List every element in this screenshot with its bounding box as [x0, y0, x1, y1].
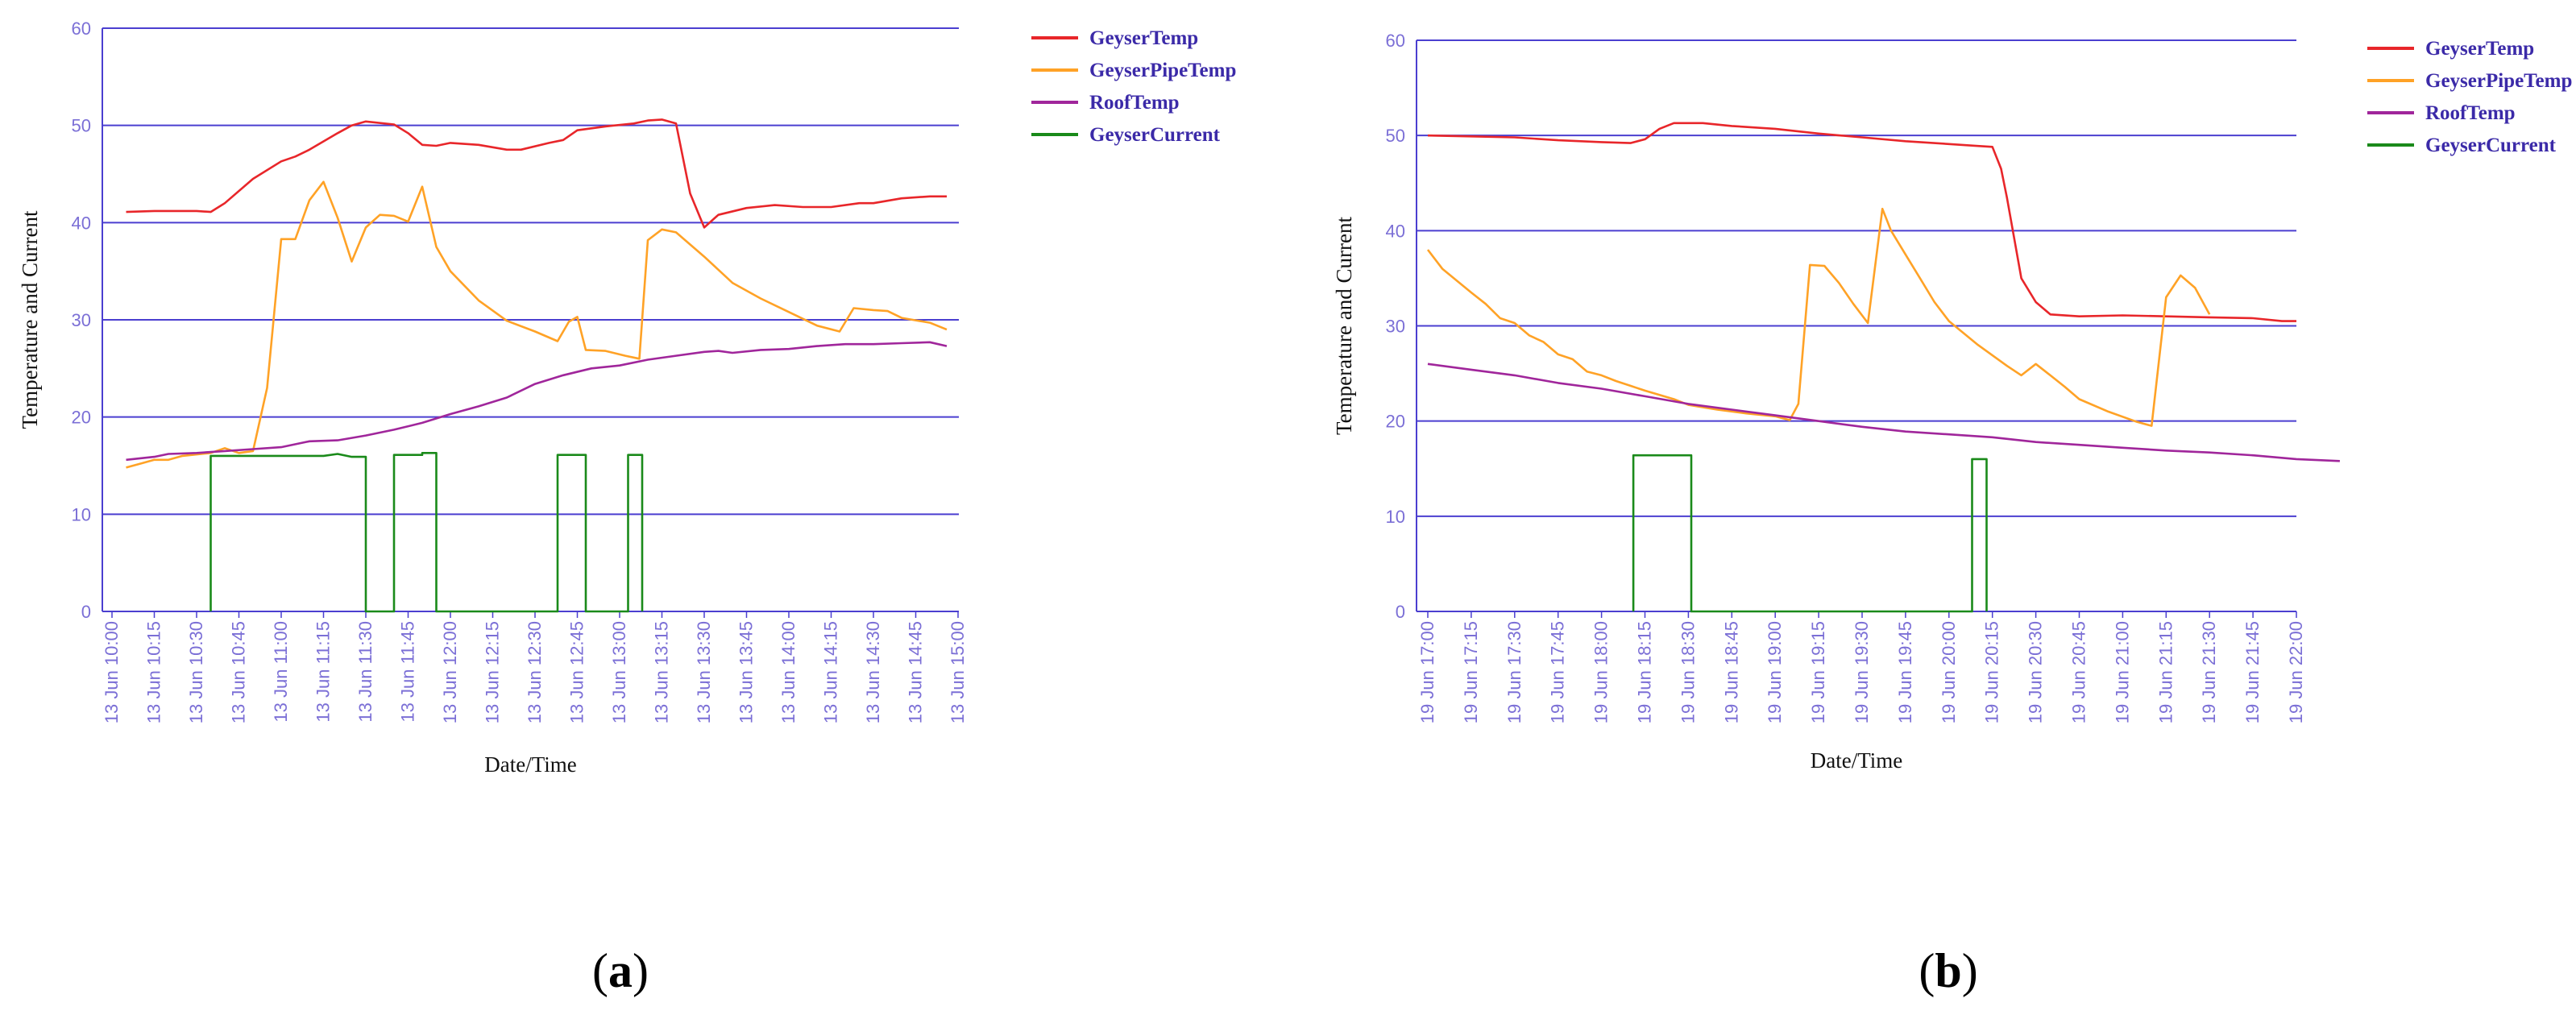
- x-tick-label: 19 Jun 17:30: [1504, 621, 1524, 723]
- legend: GeyserTemp GeyserPipeTemp RoofTemp GeyserCu…: [1031, 27, 1236, 146]
- x-tick-label: 19 Jun 19:45: [1895, 621, 1915, 723]
- x-tick-label: 13 Jun 10:45: [229, 621, 249, 723]
- panel-label-close-paren: ): [633, 944, 649, 997]
- x-tick-label: 19 Jun 17:45: [1548, 621, 1568, 723]
- x-tick-label: 19 Jun 20:45: [2069, 621, 2089, 723]
- x-tick-label: 19 Jun 20:30: [2026, 621, 2046, 723]
- series-line-geyserpipetemp: [1426, 207, 2211, 427]
- x-tick-label: 13 Jun 11:30: [355, 621, 375, 723]
- y-axis-title: Temperature and Current: [18, 210, 42, 429]
- x-tick-label: 13 Jun 11:15: [313, 621, 334, 723]
- legend-label: GeyserTemp: [2425, 38, 2534, 60]
- series-line-geysertemp: [1427, 122, 2296, 322]
- y-tick-label: 30: [1386, 317, 1405, 337]
- x-tick-label: 13 Jun 12:45: [567, 621, 587, 723]
- x-tick-label: 13 Jun 11:45: [398, 621, 418, 723]
- y-tick-label: 30: [72, 310, 91, 330]
- y-tick-label: 40: [1386, 221, 1405, 241]
- x-tick-label: 19 Jun 21:45: [2242, 621, 2263, 723]
- x-tick-label: 13 Jun 10:15: [144, 621, 164, 723]
- y-tick-label: 20: [72, 408, 91, 428]
- y-tick-label: 60: [1386, 31, 1405, 51]
- series-line-geysercurrent: [1632, 454, 1988, 613]
- x-tick-label: 13 Jun 12:15: [483, 621, 503, 723]
- legend-label: GeyserTemp: [1089, 27, 1198, 49]
- panel-label-open-paren: (: [1919, 944, 1935, 997]
- x-tick-label: 19 Jun 22:00: [2286, 621, 2306, 723]
- panel-label-close-paren: ): [1962, 944, 1978, 997]
- panel-label: (b): [1919, 944, 1977, 997]
- panel-label-letter: a: [608, 944, 633, 997]
- x-tick-label: 19 Jun 19:30: [1852, 621, 1872, 723]
- x-tick-label: 13 Jun 13:30: [694, 621, 714, 723]
- legend-label: GeyserCurrent: [2425, 135, 2557, 156]
- panel-label-open-paren: (: [592, 944, 608, 997]
- series-line-geysertemp: [126, 118, 947, 229]
- x-tick-label: 13 Jun 14:15: [821, 621, 841, 723]
- x-tick-label: 19 Jun 18:15: [1635, 621, 1655, 723]
- x-tick-label: 13 Jun 12:00: [440, 621, 460, 723]
- x-tick-label: 19 Jun 18:00: [1591, 621, 1612, 723]
- legend-label: GeyserPipeTemp: [2425, 70, 2572, 92]
- x-tick-label: 19 Jun 18:45: [1721, 621, 1741, 723]
- x-tick-label: 13 Jun 14:45: [906, 621, 926, 723]
- y-tick-label: 50: [72, 116, 91, 136]
- x-axis-title: Date/Time: [1811, 748, 1903, 773]
- panel-label-letter: b: [1935, 944, 1961, 997]
- legend: GeyserTemp GeyserPipeTemp RoofTemp GeyserCu…: [2367, 38, 2572, 156]
- x-tick-label: 13 Jun 13:45: [736, 621, 757, 723]
- x-tick-label: 13 Jun 13:15: [652, 621, 672, 723]
- x-tick-label: 19 Jun 19:00: [1765, 621, 1785, 723]
- legend-label: RoofTemp: [2425, 102, 2516, 124]
- series-line-rooftemp: [126, 341, 948, 462]
- y-tick-label: 10: [72, 504, 91, 524]
- series-line-geysercurrent: [209, 451, 644, 613]
- x-tick-label: 13 Jun 12:30: [525, 621, 545, 723]
- x-tick-label: 13 Jun 15:00: [948, 621, 968, 723]
- series-line-rooftemp: [1427, 363, 2340, 462]
- y-tick-label: 10: [1386, 507, 1405, 527]
- y-tick-label: 60: [72, 19, 91, 39]
- x-tick-label: 19 Jun 20:00: [1939, 621, 1959, 723]
- legend-label: RoofTemp: [1089, 92, 1180, 114]
- y-tick-label: 20: [1386, 412, 1405, 432]
- x-tick-label: 13 Jun 13:00: [609, 621, 629, 723]
- y-tick-label: 50: [1386, 126, 1405, 146]
- series-line-geyserpipetemp: [126, 180, 948, 469]
- x-tick-label: 19 Jun 21:30: [2199, 621, 2219, 723]
- x-tick-label: 13 Jun 11:00: [271, 621, 291, 723]
- x-tick-label: 19 Jun 17:15: [1461, 621, 1481, 723]
- x-tick-label: 13 Jun 10:30: [186, 621, 206, 723]
- chart-panel-a: 0 10 20 30 40 50 60 13 Jun 10:00 13 Jun 10:15 13 …: [18, 19, 1236, 997]
- x-axis-title: Date/Time: [484, 752, 577, 777]
- y-tick-label: 40: [72, 213, 91, 233]
- panel-label: (a): [592, 944, 649, 997]
- y-tick-label: 0: [1396, 602, 1405, 622]
- legend-label: GeyserPipeTemp: [1089, 60, 1236, 81]
- y-tick-label: 0: [81, 602, 91, 622]
- x-tick-label: 19 Jun 21:00: [2112, 621, 2132, 723]
- x-tick-label: 13 Jun 10:00: [102, 621, 122, 723]
- x-tick-label: 19 Jun 17:00: [1417, 621, 1437, 723]
- x-tick-label: 19 Jun 18:30: [1678, 621, 1698, 723]
- y-axis-title: Temperature and Current: [1332, 217, 1356, 435]
- chart-panel-b: 0 10 20 30 40 50 60 19 Jun 17:00 19 Jun 17:15 19 …: [1332, 31, 2572, 997]
- x-tick-label: 19 Jun 21:15: [2155, 621, 2176, 723]
- x-tick-label: 19 Jun 20:15: [1982, 621, 2002, 723]
- x-tick-label: 13 Jun 14:30: [863, 621, 883, 723]
- legend-label: GeyserCurrent: [1089, 124, 1221, 146]
- x-tick-label: 13 Jun 14:00: [778, 621, 799, 723]
- x-tick-label: 19 Jun 19:15: [1808, 621, 1828, 723]
